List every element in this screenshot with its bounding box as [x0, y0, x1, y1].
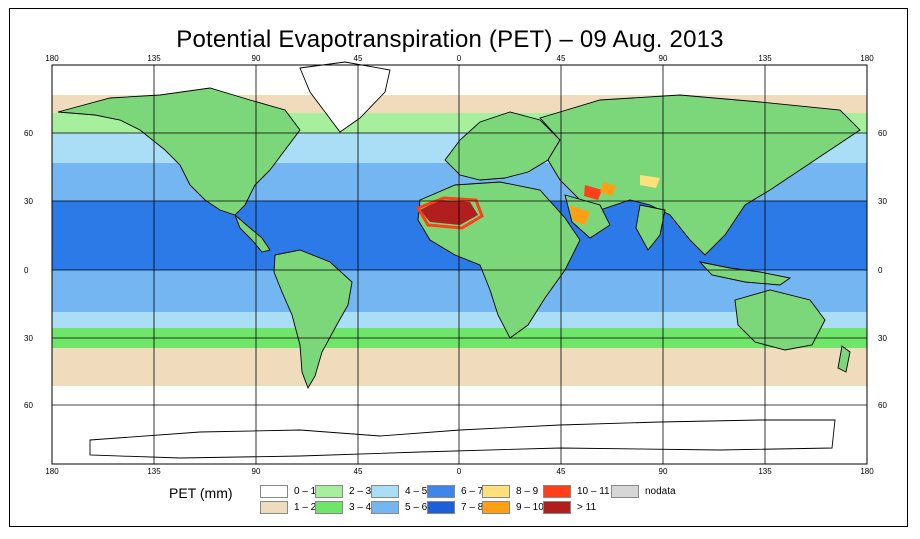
lon-label-bottom: 180 [860, 467, 874, 476]
hotspot-iran [600, 182, 616, 196]
lon-label-top: 180 [860, 54, 874, 63]
legend-label: 0 – 1 [294, 486, 317, 497]
lon-label-bottom: 90 [252, 467, 261, 476]
lat-label-left: 60 [24, 129, 33, 138]
legend-item: 7 – 8 [427, 501, 483, 514]
legend-swatch [543, 485, 571, 498]
legend-label: nodata [645, 486, 676, 497]
legend-item: 5 – 6 [371, 501, 427, 514]
legend-label: 2 – 3 [349, 486, 372, 497]
hot-spots [415, 175, 660, 230]
map-border [51, 64, 868, 465]
graticule [52, 65, 867, 464]
lat-label-right: 30 [878, 197, 887, 206]
legend-swatch [611, 485, 639, 498]
tick-labels: 180 180 135 135 90 90 45 45 0 0 45 45 90 90 135 135 180 1… [24, 54, 887, 476]
landmass-asia [539, 94, 861, 256]
legend-item: 10 – 11 [543, 485, 610, 498]
lon-label-bottom: 90 [659, 467, 668, 476]
lat-label-right: 60 [878, 401, 887, 410]
hotspot-sahara-edge [415, 196, 484, 230]
lon-label-top: 45 [557, 54, 566, 63]
legend-item: 4 – 5 [371, 485, 427, 498]
landmass-australia [734, 289, 826, 351]
legend-label: 3 – 4 [349, 502, 372, 513]
legend-item: > 11 [543, 501, 596, 514]
landmass-new-zealand [837, 345, 851, 373]
map-title: Potential Evapotranspiration (PET) – 09 … [176, 26, 724, 53]
lon-label-bottom: 45 [354, 467, 363, 476]
hotspot-middle-east [584, 185, 602, 200]
lat-label-left: 30 [24, 334, 33, 343]
legend-swatch [260, 501, 288, 514]
band-arctic-ocean [52, 65, 867, 95]
legend-label: 10 – 11 [577, 486, 610, 497]
hotspot-sahara [420, 200, 478, 225]
legend-swatch [371, 501, 399, 514]
legend-swatch [315, 485, 343, 498]
legend-label: 5 – 6 [405, 502, 428, 513]
legend-item: 0 – 1 [260, 485, 316, 498]
lon-label-bottom: 45 [557, 467, 566, 476]
lon-label-bottom: 135 [147, 467, 161, 476]
legend-swatch [315, 501, 343, 514]
lat-label-left: 30 [24, 197, 33, 206]
legend-swatch [260, 485, 288, 498]
legend-swatch [482, 485, 510, 498]
landmass-south-america [273, 249, 353, 390]
legend-swatch [427, 485, 455, 498]
legend-label: 9 – 10 [516, 502, 544, 513]
lon-label-top: 45 [354, 54, 363, 63]
legend-swatch [427, 501, 455, 514]
landmass-india [635, 204, 666, 251]
lon-label-bottom: 180 [45, 467, 59, 476]
lat-label-right: 30 [878, 334, 887, 343]
legend-title: PET (mm) [169, 485, 233, 501]
lon-label-top: 180 [45, 54, 59, 63]
lat-label-left: 0 [24, 266, 29, 275]
legend-item: 9 – 10 [482, 501, 544, 514]
legend-label: 6 – 7 [461, 486, 484, 497]
legend-item: 3 – 4 [315, 501, 371, 514]
legend-swatch [371, 485, 399, 498]
landmass-central-america [234, 214, 271, 253]
landmass-indonesia [698, 261, 792, 286]
legend-label: 7 – 8 [461, 502, 484, 513]
land-masses [57, 61, 861, 459]
legend-swatch [482, 501, 510, 514]
legend-label: > 11 [577, 502, 596, 513]
lat-label-right: 0 [878, 266, 883, 275]
lon-label-top: 90 [252, 54, 261, 63]
legend-label: 8 – 9 [516, 486, 539, 497]
legend-label: 1 – 2 [294, 502, 317, 513]
legend-swatch [543, 501, 571, 514]
lon-label-bottom: 0 [457, 467, 462, 476]
figure-frame [9, 8, 908, 527]
band-south-tan [52, 348, 867, 386]
legend-item: 2 – 3 [315, 485, 371, 498]
landmass-antarctica [89, 419, 836, 459]
legend-item: 1 – 2 [260, 501, 316, 514]
lon-label-top: 135 [147, 54, 161, 63]
lon-label-top: 90 [659, 54, 668, 63]
lon-label-bottom: 135 [758, 467, 772, 476]
hotspot-central-asia [640, 175, 660, 188]
legend-item: 6 – 7 [427, 485, 483, 498]
legend-item: 8 – 9 [482, 485, 538, 498]
landmass-north-america [57, 87, 301, 216]
legend-item: nodata [611, 485, 676, 498]
lon-label-top: 0 [457, 54, 462, 63]
lon-label-top: 135 [758, 54, 772, 63]
lat-label-right: 60 [878, 129, 887, 138]
lat-label-left: 60 [24, 401, 33, 410]
legend-label: 4 – 5 [405, 486, 428, 497]
hotspot-arabia [570, 205, 590, 225]
